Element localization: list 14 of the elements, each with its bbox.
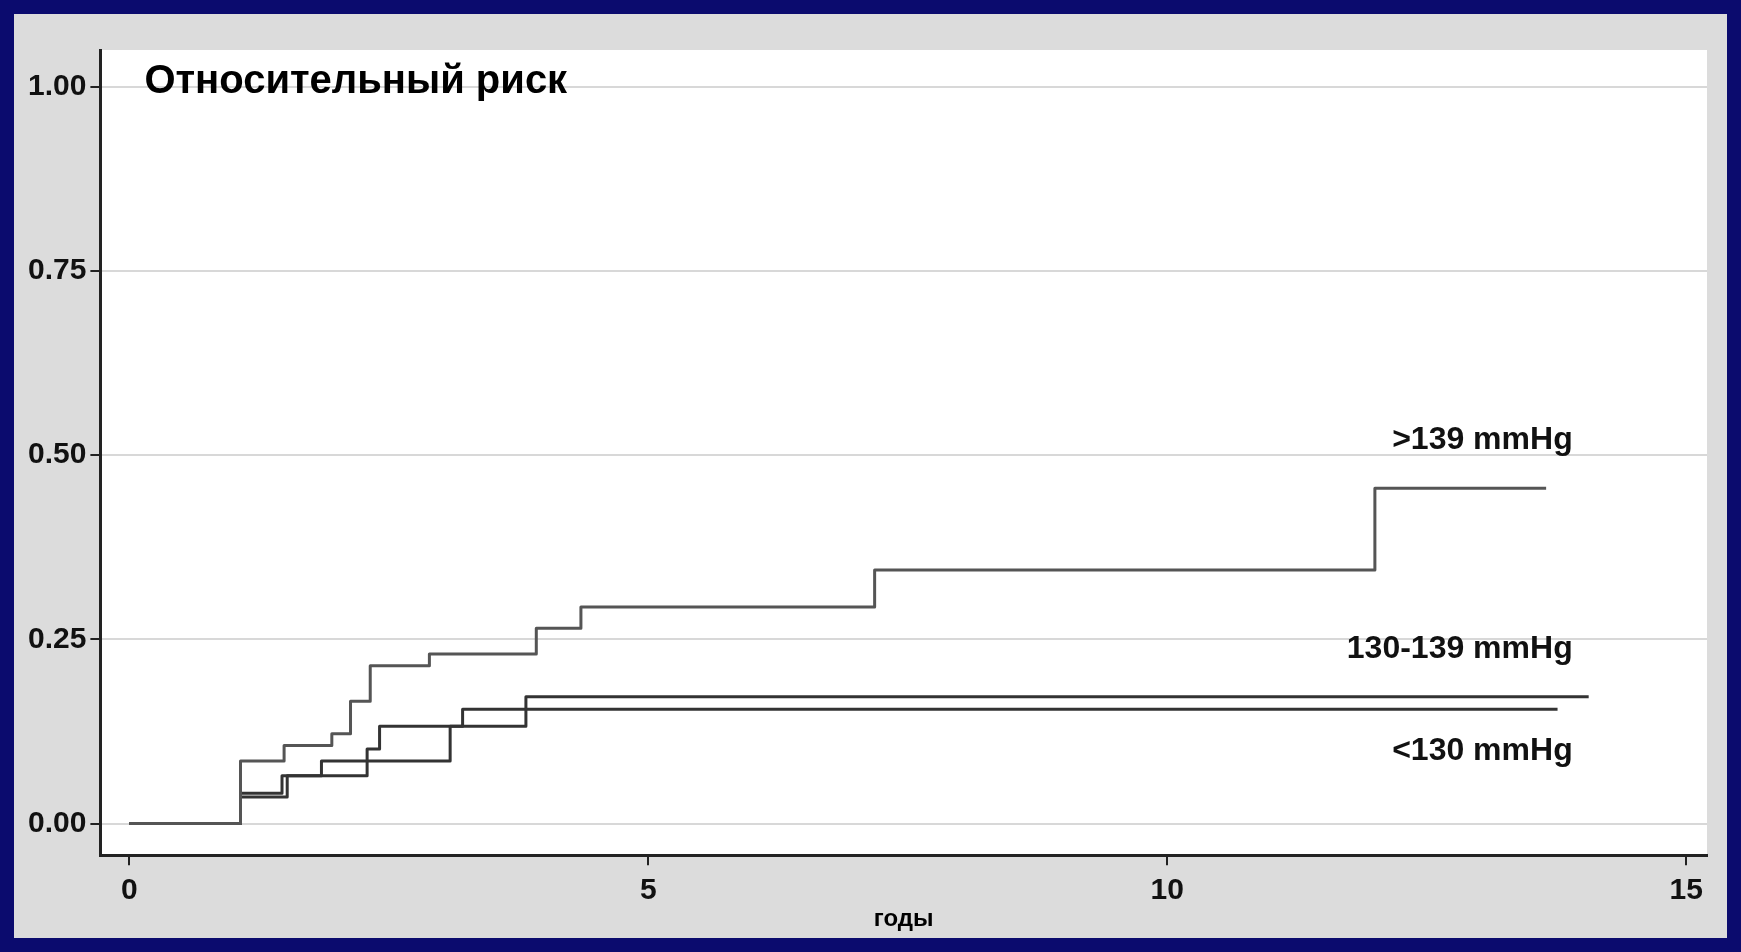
y-tick-label: 1.00 xyxy=(28,68,87,102)
series-label: 130-139 mmHg xyxy=(1346,628,1573,665)
x-tick-label: 0 xyxy=(121,872,138,906)
x-tick-label: 5 xyxy=(640,872,657,906)
y-tick-label: 0.25 xyxy=(28,620,87,654)
y-tick-label: 0.50 xyxy=(28,436,87,470)
series-label: >139 mmHg xyxy=(1392,420,1573,457)
x-tick-label: 10 xyxy=(1150,872,1184,906)
y-tick-label: 0.00 xyxy=(28,804,87,838)
series-label: <130 mmHg xyxy=(1392,731,1573,768)
y-tick-label: 0.75 xyxy=(28,252,87,286)
x-axis-title: годы xyxy=(873,904,934,932)
x-tick-label: 15 xyxy=(1669,872,1703,906)
chart-title: Относительный риск xyxy=(144,57,569,102)
